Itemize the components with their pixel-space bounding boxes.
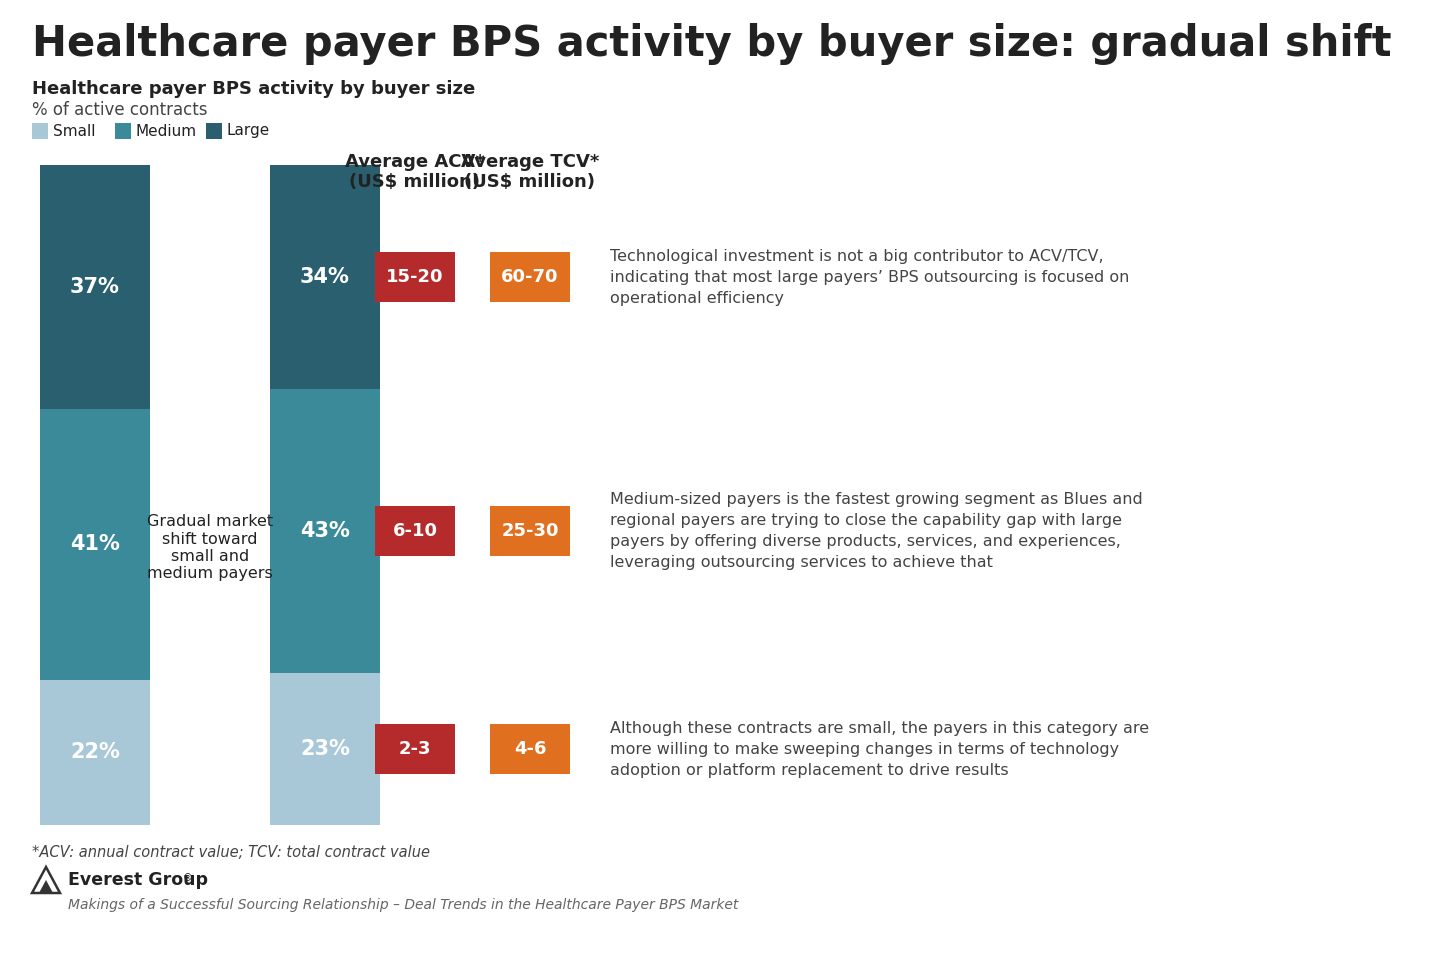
Bar — [269, 389, 380, 673]
Text: Average TCV*: Average TCV* — [461, 153, 599, 171]
Text: Large: Large — [226, 124, 271, 138]
Text: 37%: 37% — [70, 277, 120, 297]
Text: Gradual market
shift toward
small and
medium payers: Gradual market shift toward small and me… — [148, 514, 274, 582]
Text: Healthcare payer BPS activity by buyer size: gradual shift: Healthcare payer BPS activity by buyer s… — [32, 23, 1391, 65]
Text: 6-10: 6-10 — [393, 523, 437, 540]
Text: 23%: 23% — [299, 739, 350, 759]
Text: 43%: 43% — [299, 522, 350, 541]
Polygon shape — [39, 880, 53, 893]
Bar — [375, 252, 456, 303]
Text: 22%: 22% — [70, 742, 120, 763]
Text: 15-20: 15-20 — [387, 269, 444, 286]
Bar — [375, 724, 456, 775]
Text: Healthcare payer BPS activity by buyer size: Healthcare payer BPS activity by buyer s… — [32, 80, 476, 98]
Text: Small: Small — [53, 124, 96, 138]
Text: Technological investment is not a big contributor to ACV/TCV,
indicating that mo: Technological investment is not a big co… — [610, 249, 1129, 306]
Text: 4-6: 4-6 — [514, 740, 546, 758]
Bar — [269, 673, 380, 825]
Text: (US$ million): (US$ million) — [464, 173, 596, 191]
Bar — [490, 252, 570, 303]
Text: *ACV: annual contract value; TCV: total contract value: *ACV: annual contract value; TCV: total … — [32, 845, 430, 860]
Bar — [40, 165, 150, 410]
Bar — [206, 123, 222, 139]
Text: Medium: Medium — [136, 124, 198, 138]
Text: 2-3: 2-3 — [398, 740, 431, 758]
Text: 41%: 41% — [70, 534, 120, 555]
Text: (US$ million): (US$ million) — [350, 173, 480, 191]
Bar — [40, 680, 150, 825]
Text: Everest Group: Everest Group — [67, 871, 208, 889]
Text: Medium-sized payers is the fastest growing segment as Blues and
regional payers : Medium-sized payers is the fastest growi… — [610, 492, 1142, 570]
Bar — [269, 165, 380, 389]
Text: ®: ® — [183, 873, 193, 883]
Text: Makings of a Successful Sourcing Relationship – Deal Trends in the Healthcare Pa: Makings of a Successful Sourcing Relatio… — [67, 898, 738, 912]
Bar — [115, 123, 130, 139]
Bar — [40, 410, 150, 680]
Bar — [32, 123, 47, 139]
Text: 25-30: 25-30 — [502, 523, 559, 540]
Bar — [490, 724, 570, 775]
Bar — [375, 506, 456, 557]
Text: 34%: 34% — [299, 268, 350, 287]
Text: % of active contracts: % of active contracts — [32, 101, 208, 119]
Text: Although these contracts are small, the payers in this category are
more willing: Although these contracts are small, the … — [610, 721, 1149, 777]
Text: 60-70: 60-70 — [502, 269, 559, 286]
Bar — [490, 506, 570, 557]
Text: Average ACV*: Average ACV* — [345, 153, 484, 171]
